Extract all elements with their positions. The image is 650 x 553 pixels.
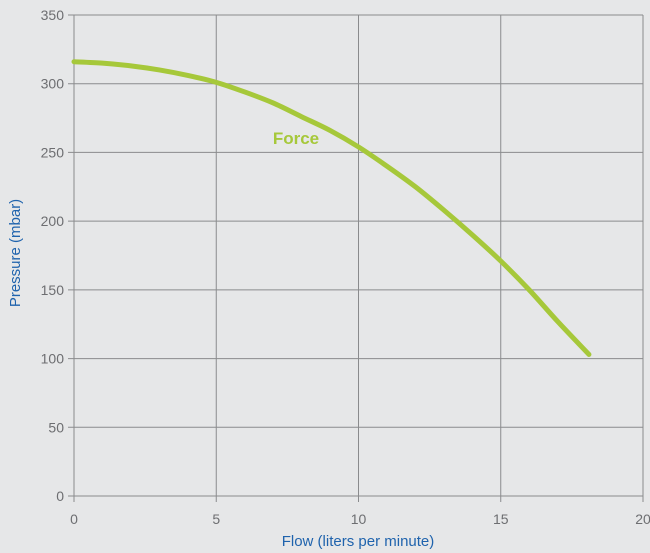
series-line-force <box>71 59 592 357</box>
y-tick-label: 100 <box>41 351 65 367</box>
series-label-force: Force <box>273 129 319 148</box>
series: Force <box>71 59 592 357</box>
y-tick-label: 250 <box>41 144 65 160</box>
y-tick-label: 300 <box>41 76 65 92</box>
y-tick-label: 200 <box>41 213 65 229</box>
x-tick-label: 15 <box>493 511 509 527</box>
y-tick-label: 350 <box>41 7 65 23</box>
y-tick-label: 0 <box>56 488 64 504</box>
y-axis-title: Pressure (mbar) <box>7 199 24 307</box>
x-axis-title: Flow (liters per minute) <box>282 533 435 550</box>
tick-labels: 0 50 100 150 200 250 300 350 0 5 10 15 20 <box>41 7 650 527</box>
x-tick-label: 5 <box>212 511 220 527</box>
x-tick-label: 10 <box>351 511 367 527</box>
y-tick-label: 150 <box>41 282 65 298</box>
x-tick-label: 20 <box>635 511 650 527</box>
grid <box>68 14 644 502</box>
x-tick-label: 0 <box>70 511 78 527</box>
y-tick-label: 50 <box>48 419 64 435</box>
